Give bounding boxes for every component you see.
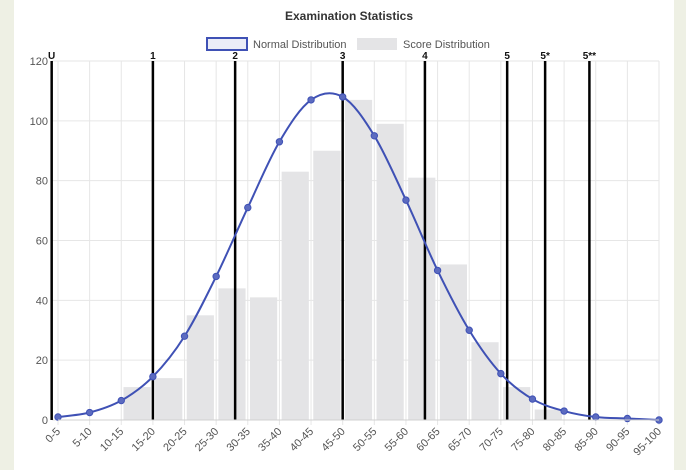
x-tick-label: 65-70 (446, 426, 474, 454)
x-tick-label: 45-50 (319, 426, 347, 454)
curve-point (180, 332, 189, 340)
grade-label: 4 (422, 51, 428, 62)
score-bar (155, 378, 183, 420)
chart-legend[interactable]: Normal Distribution Score Distribution (206, 37, 490, 51)
score-bar (123, 387, 151, 420)
curve-point (244, 203, 252, 212)
x-tick-label: 30-35 (225, 426, 253, 454)
grade-label: 5* (540, 51, 550, 62)
curve-point (623, 414, 632, 423)
x-tick-label: 10-15 (98, 426, 126, 454)
x-tick-label: 15-20 (130, 426, 158, 454)
y-tick-label: 120 (30, 56, 48, 68)
legend-swatch-bar (357, 38, 397, 50)
curve-point (212, 272, 220, 281)
score-bar (534, 409, 562, 420)
legend-swatch-line (206, 37, 248, 51)
grade-label: 5 (504, 51, 510, 62)
x-tick-label: 35-40 (256, 426, 284, 454)
curve-point (402, 196, 410, 204)
grade-label: 1 (150, 51, 156, 62)
score-bar (344, 99, 373, 421)
curve-point (497, 369, 505, 378)
curve-point (54, 413, 62, 421)
x-tick-label: 60-65 (414, 426, 442, 454)
curve-point (117, 396, 125, 405)
y-tick-label: 20 (36, 355, 48, 367)
line-series (54, 92, 663, 424)
curve-point (370, 132, 379, 140)
x-tick-label: 80-85 (541, 426, 569, 454)
y-tick-label: 100 (30, 116, 48, 128)
curve-point (275, 138, 284, 146)
curve-point (528, 395, 537, 403)
grade-label: U (48, 51, 55, 62)
x-tick-label: 40-45 (288, 426, 316, 454)
x-tick-label: 5-10 (71, 426, 95, 450)
score-bar (250, 297, 278, 420)
score-bar (439, 264, 467, 420)
x-tick-label: 25-30 (193, 426, 221, 454)
curve-point (85, 408, 94, 417)
curve-point (307, 96, 315, 104)
score-bar (186, 315, 214, 420)
legend-label-line: Normal Distribution (253, 39, 347, 51)
score-bar (376, 123, 404, 420)
normal-distribution-curve (57, 92, 660, 421)
curve-point (433, 266, 442, 275)
score-bar (408, 177, 436, 420)
y-tick-label: 60 (36, 236, 48, 248)
chart-panel: Examination Statistics Normal Distributi… (14, 0, 674, 470)
y-tick-label: 0 (42, 415, 48, 427)
x-tick-label: 20-25 (161, 426, 189, 454)
score-bar (218, 288, 246, 420)
bar-series (123, 99, 562, 421)
curve-point (560, 407, 568, 415)
score-bar (313, 150, 341, 420)
x-tick-label: 0-5 (43, 426, 63, 446)
y-tick-label: 80 (36, 176, 48, 188)
curve-point (338, 93, 347, 101)
grade-label: 3 (340, 51, 346, 62)
grade-label: 5** (583, 51, 596, 62)
x-tick-label: 90-95 (604, 426, 632, 454)
chart-svg: Examination Statistics Normal Distributi… (30, 9, 664, 459)
grade-label: 2 (232, 51, 238, 62)
x-tick-label: 75-80 (509, 426, 537, 454)
chart-title: Examination Statistics (285, 9, 413, 23)
x-tick-label: 85-90 (572, 426, 600, 454)
x-tick-label: 55-60 (383, 426, 411, 454)
curve-point (149, 372, 157, 381)
x-tick-label: 95-100 (631, 426, 664, 459)
legend-label-bar: Score Distribution (403, 39, 490, 51)
curve-point (592, 413, 600, 421)
y-tick-label: 40 (36, 295, 48, 307)
x-tick-label: 70-75 (478, 426, 506, 454)
curve-point (465, 326, 473, 334)
x-tick-label: 50-55 (351, 426, 379, 454)
score-bar (281, 171, 309, 420)
